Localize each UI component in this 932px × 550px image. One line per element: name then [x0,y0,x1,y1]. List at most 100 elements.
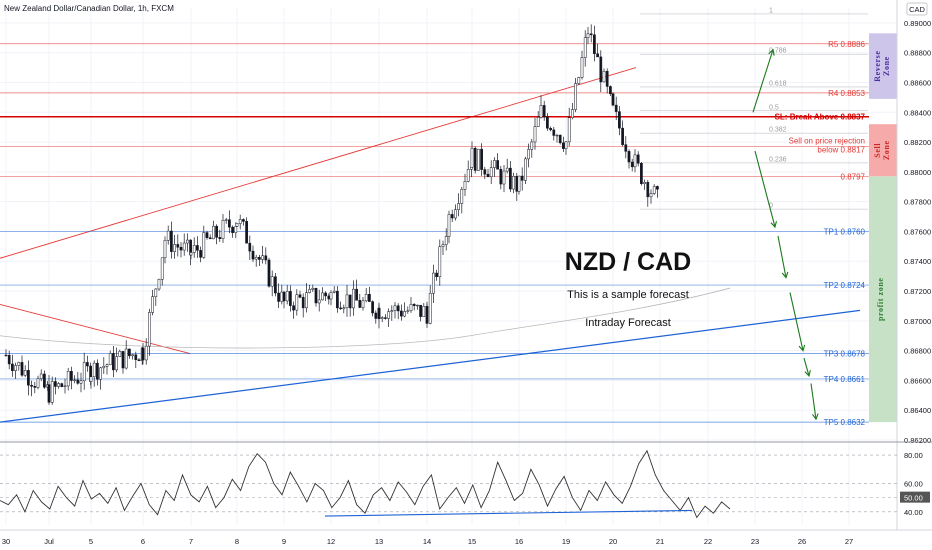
candle-body [517,175,521,192]
candle-body [314,287,318,304]
candle-body [60,383,64,387]
candle-body [393,305,397,311]
candle-body [454,209,457,219]
candle-body [618,111,621,129]
rsi-trendline [324,509,693,517]
rsi-tick-label: 40.00 [904,508,923,517]
y-tick-label: 0.88600 [904,78,931,87]
candle-body [96,362,99,380]
candle-body [205,232,209,238]
candle-body [577,77,581,84]
candle-body [57,383,60,387]
candle-body [348,294,352,309]
zone-box [869,124,897,177]
y-tick-label: 0.86400 [904,406,931,415]
candle-body [4,354,8,357]
candle-body [176,244,180,248]
candle-body [292,305,295,311]
candle-body [493,160,496,168]
candle-body [643,182,646,184]
candle-body [412,303,416,306]
candle-body [527,149,530,160]
candle-body [432,272,435,294]
candle-body [361,300,365,308]
x-tick-label: 14 [423,537,431,546]
forecast-arrowhead [781,271,789,279]
candle-body [384,317,387,319]
candle-body [131,354,134,357]
candle-body [36,378,40,388]
candle-body [374,312,378,319]
candle-body [124,348,128,369]
forecast-arrowhead [798,344,806,352]
candle-body [542,105,546,118]
candle-body [358,300,362,308]
candle-body [267,259,271,287]
candle-body [460,189,464,204]
upper-trendline [0,304,191,355]
pair-title: NZD / CAD [565,248,691,276]
candle-body [128,348,131,357]
candle-body [23,370,27,376]
candle-body [264,255,268,261]
x-tick-label: 23 [751,537,759,546]
candle-body [173,244,176,252]
candle-body [380,317,384,319]
candle-body [157,279,161,290]
candle-body [137,359,141,362]
candle-body [530,141,534,150]
candle-body [277,292,280,302]
y-tick-label: 0.88000 [904,168,931,177]
candle-body [121,351,125,369]
candle-body [285,291,289,302]
x-tick-label: 6 [141,537,145,546]
candle-body [339,307,342,310]
candle-body [589,33,593,36]
forecast-arrowhead [770,221,777,229]
candle-body [499,168,503,185]
level-label: SL: Break Above 0.8837 [775,113,866,122]
candle-body [390,310,394,312]
x-tick-label: 7 [189,537,193,546]
candle-body [221,219,225,239]
candle-body [228,219,231,228]
support-trendline [0,309,861,423]
x-tick-label: 8 [235,537,239,546]
candle-body [148,312,151,347]
forecast-note: This is a sample forecast [567,289,689,301]
candle-body [574,83,577,110]
candle-body [435,272,438,278]
candle-body [441,244,445,247]
candle-body [555,134,559,137]
y-tick-label: 0.87800 [904,198,931,207]
candle-body [630,161,634,168]
candle-body [599,56,603,83]
candle-body [552,129,556,136]
candle-body [352,288,355,309]
currency-label: CAD [909,5,925,14]
candle-body [254,257,258,260]
candle-body [396,305,400,312]
zone-label: ReverseZone [873,50,891,81]
x-tick-label: 22 [704,537,712,546]
candle-body [274,276,277,294]
candle-body [39,373,43,379]
fib-label: 1 [769,7,773,14]
x-tick-label: 9 [282,537,286,546]
x-tick-label: 5 [89,537,93,546]
currency-box[interactable] [906,2,928,16]
candle-body [656,186,659,190]
candle-body [621,127,624,145]
level-label: TP3 0.8678 [824,350,866,359]
rsi-tick-label: 80.00 [904,451,923,460]
candle-body [406,310,410,312]
x-tick-label: 16 [515,537,523,546]
candle-body [364,293,368,302]
candle-body [450,214,454,219]
candle-body [234,226,238,233]
candle-body [66,371,70,387]
x-tick-label: 12 [327,537,335,546]
candle-body [166,230,170,241]
